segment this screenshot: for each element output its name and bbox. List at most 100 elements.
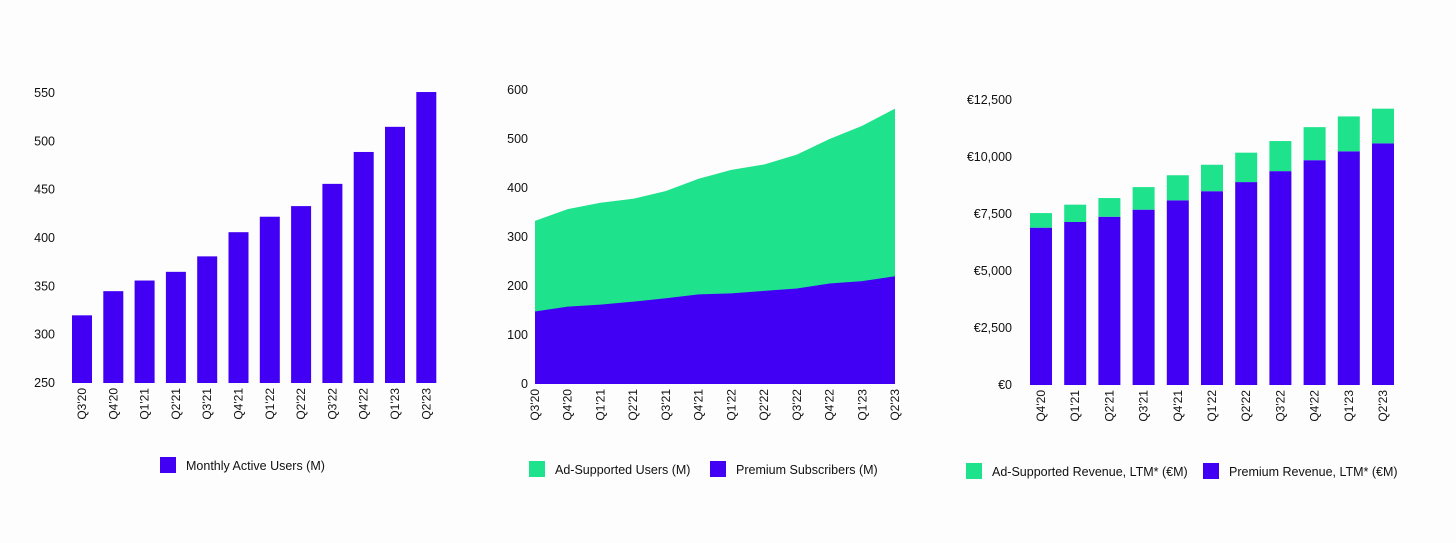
- bar-ad-supported-Q4'20: [1030, 213, 1052, 228]
- y-tick-label: 300: [507, 230, 528, 244]
- legend-label: Premium Revenue, LTM* (€M): [1229, 465, 1398, 479]
- legend-swatch: [710, 461, 726, 477]
- legend-label: Ad-Supported Revenue, LTM* (€M): [992, 465, 1188, 479]
- x-tick-label: Q1'23: [1342, 390, 1356, 422]
- bar-premium-Q1'23: [1338, 151, 1360, 385]
- x-tick-label: Q2'22: [757, 389, 771, 421]
- chart-3: €0 €2,500 €5,000 €7,500 €10,000 €12,500 Q4'20 Q…: [966, 93, 1398, 479]
- x-tick-label: Q1'23: [388, 388, 402, 420]
- x-tick-label: Q4'20: [106, 388, 120, 420]
- y-tick-label: 550: [34, 86, 55, 100]
- bar-premium-Q2'21: [1098, 217, 1120, 385]
- bar-Q2'23: [416, 92, 436, 383]
- y-tick-label: 200: [507, 279, 528, 293]
- x-tick-label: Q1'21: [593, 389, 607, 421]
- bar-ad-supported-Q4'21: [1167, 175, 1189, 200]
- bar-Q1'22: [260, 217, 280, 383]
- x-tick-label: Q3'22: [1273, 390, 1287, 422]
- x-tick-label: Q4'20: [561, 389, 575, 421]
- y-tick-label: 500: [507, 132, 528, 146]
- legend-label: Monthly Active Users (M): [186, 459, 325, 473]
- x-tick-label: Q3'21: [200, 388, 214, 420]
- x-tick-label: Q4'21: [1171, 390, 1185, 422]
- bar-Q2'22: [291, 206, 311, 383]
- y-tick-label: 0: [521, 377, 528, 391]
- bar-premium-Q4'22: [1304, 160, 1326, 385]
- y-tick-label: €0: [998, 378, 1012, 392]
- y-tick-label: 400: [34, 231, 55, 245]
- x-tick-label: Q3'20: [75, 388, 89, 420]
- legend-swatch: [160, 457, 176, 473]
- y-tick-label: 250: [34, 376, 55, 390]
- legend-swatch: [966, 463, 982, 479]
- bar-premium-Q2'23: [1372, 143, 1394, 385]
- bar-Q4'20: [103, 291, 123, 383]
- y-tick-label: 100: [507, 328, 528, 342]
- x-tick-label: Q2'23: [888, 389, 902, 421]
- x-tick-label: Q3'21: [659, 389, 673, 421]
- x-tick-label: Q3'20: [528, 389, 542, 421]
- x-tick-label: Q2'21: [626, 389, 640, 421]
- x-tick-label: Q3'22: [325, 388, 339, 420]
- x-tick-label: Q1'21: [1068, 390, 1082, 422]
- bar-ad-supported-Q2'22: [1235, 153, 1257, 182]
- bar-premium-Q2'22: [1235, 182, 1257, 385]
- bar-premium-Q4'20: [1030, 228, 1052, 385]
- bar-ad-supported-Q2'21: [1098, 198, 1120, 217]
- x-tick-label: Q1'22: [724, 389, 738, 421]
- y-tick-label: €2,500: [974, 321, 1012, 335]
- x-tick-label: Q1'21: [138, 388, 152, 420]
- x-tick-label: Q3'22: [790, 389, 804, 421]
- x-tick-label: Q4'22: [1308, 390, 1322, 422]
- bar-ad-supported-Q3'22: [1269, 141, 1291, 171]
- y-tick-label: €10,000: [967, 150, 1012, 164]
- bar-ad-supported-Q1'22: [1201, 165, 1223, 191]
- chart-1: 250 300 350 400 450 500 550 Q3'20 Q4'20 Q1'21 Q2'2…: [34, 86, 436, 473]
- bar-ad-supported-Q1'21: [1064, 205, 1086, 222]
- bar-Q1'21: [135, 281, 155, 383]
- bar-Q4'21: [229, 232, 249, 383]
- y-tick-label: 400: [507, 181, 528, 195]
- x-tick-label: Q1'22: [1205, 390, 1219, 422]
- bar-premium-Q1'22: [1201, 191, 1223, 385]
- x-tick-label: Q4'22: [357, 388, 371, 420]
- x-tick-label: Q2'23: [1376, 390, 1390, 422]
- bar-Q3'20: [72, 315, 92, 383]
- bar-premium-Q3'22: [1269, 171, 1291, 385]
- x-tick-label: Q4'22: [823, 389, 837, 421]
- bar-Q1'23: [385, 127, 405, 383]
- bar-premium-Q4'21: [1167, 200, 1189, 385]
- y-tick-label: 300: [34, 328, 55, 342]
- y-tick-label: 500: [34, 134, 55, 148]
- x-tick-label: Q2'22: [294, 388, 308, 420]
- y-tick-label: €12,500: [967, 93, 1012, 107]
- y-tick-label: €5,000: [974, 264, 1012, 278]
- bar-Q2'21: [166, 272, 186, 383]
- x-tick-label: Q2'23: [419, 388, 433, 420]
- x-tick-label: Q1'23: [855, 389, 869, 421]
- legend-swatch: [1203, 463, 1219, 479]
- x-tick-label: Q2'21: [1102, 390, 1116, 422]
- x-tick-label: Q4'21: [692, 389, 706, 421]
- y-tick-label: 350: [34, 279, 55, 293]
- bar-Q3'22: [322, 184, 342, 383]
- bar-ad-supported-Q4'22: [1304, 127, 1326, 160]
- bar-ad-supported-Q3'21: [1133, 187, 1155, 210]
- x-tick-label: Q2'21: [169, 388, 183, 420]
- legend-label: Premium Subscribers (M): [736, 463, 878, 477]
- x-tick-label: Q2'22: [1239, 390, 1253, 422]
- x-tick-label: Q3'21: [1137, 390, 1151, 422]
- x-tick-label: Q4'20: [1034, 390, 1048, 422]
- x-tick-label: Q4'21: [232, 388, 246, 420]
- legend-label: Ad-Supported Users (M): [555, 463, 690, 477]
- legend-swatch: [529, 461, 545, 477]
- bar-Q3'21: [197, 256, 217, 383]
- y-tick-label: €7,500: [974, 207, 1012, 221]
- y-tick-label: 450: [34, 183, 55, 197]
- bar-premium-Q3'21: [1133, 210, 1155, 385]
- bar-ad-supported-Q1'23: [1338, 116, 1360, 151]
- bar-Q4'22: [354, 152, 374, 383]
